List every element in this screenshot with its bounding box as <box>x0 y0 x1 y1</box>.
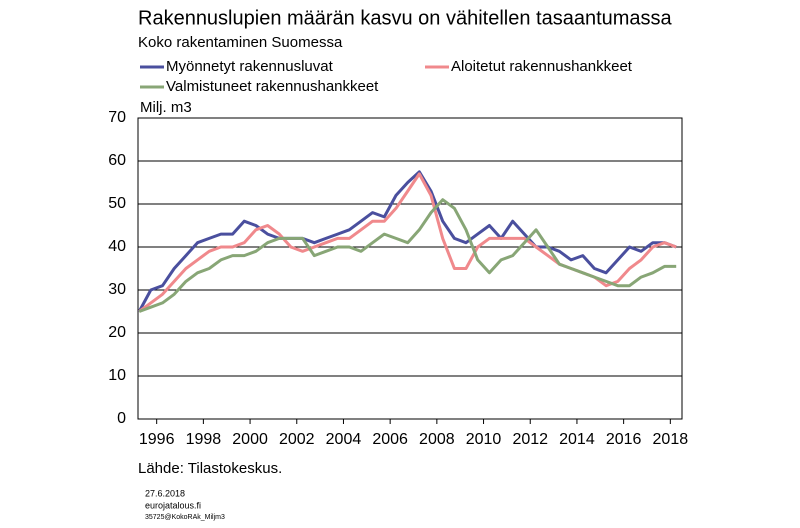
y-tick-label: 30 <box>108 281 126 298</box>
x-tick-label: 2010 <box>466 431 502 448</box>
legend-label: Myönnetyt rakennusluvat <box>166 58 334 75</box>
x-tick-label: 1998 <box>186 431 222 448</box>
y-tick-label: 10 <box>108 367 126 384</box>
chart-title: Rakennuslupien määrän kasvu on vähitelle… <box>138 7 673 29</box>
x-tick-label: 2006 <box>372 431 408 448</box>
x-tick-label: 2004 <box>326 431 362 448</box>
series-line <box>137 170 677 313</box>
y-tick-label: 0 <box>117 410 126 427</box>
y-tick-label: 60 <box>108 152 126 169</box>
x-tick-label: 2014 <box>559 431 595 448</box>
y-axis-label: Milj. m3 <box>140 99 192 116</box>
chart-subtitle: Koko rakentaminen Suomessa <box>138 34 343 51</box>
x-tick-label: 2012 <box>512 431 548 448</box>
footer-date: 27.6.2018 <box>145 488 185 498</box>
plot-frame <box>137 117 683 420</box>
legend-label: Aloitetut rakennushankkeet <box>451 58 633 75</box>
source: Lähde: Tilastokeskus. <box>138 460 282 477</box>
x-tick-label: 2008 <box>419 431 455 448</box>
x-tick-label: 2016 <box>606 431 642 448</box>
series-line <box>138 198 677 313</box>
footer-site: eurojatalous.fi <box>145 500 201 510</box>
y-tick-label: 50 <box>108 195 126 212</box>
x-tick-label: 2002 <box>279 431 315 448</box>
x-tick-label: 2000 <box>232 431 268 448</box>
y-tick-label: 20 <box>108 324 126 341</box>
legend-label: Valmistuneet rakennushankkeet <box>166 78 379 95</box>
footer-code: 35725@KokoRAk_Miljm3 <box>145 514 225 521</box>
y-tick-label: 70 <box>108 109 126 126</box>
x-tick-label: 2018 <box>653 431 689 448</box>
y-tick-label: 40 <box>108 238 126 255</box>
x-tick-label: 1996 <box>139 431 175 448</box>
